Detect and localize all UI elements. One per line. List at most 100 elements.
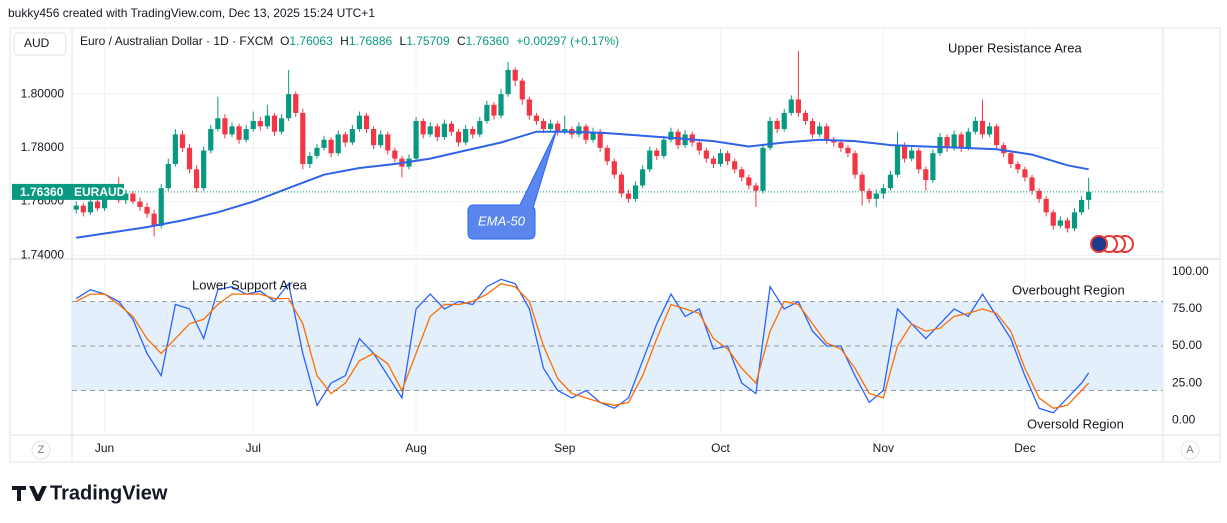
candle-body bbox=[632, 185, 639, 199]
candle-body bbox=[286, 94, 292, 119]
currency-button[interactable] bbox=[13, 32, 67, 56]
candle-body bbox=[845, 147, 851, 154]
brand-name: TradingView bbox=[50, 482, 168, 504]
candle-body bbox=[661, 139, 667, 156]
candle-body bbox=[186, 147, 193, 170]
x-tick-label: Dec bbox=[1014, 441, 1035, 455]
annotation: Oversold Region bbox=[1027, 416, 1124, 431]
candle-body bbox=[923, 169, 929, 181]
candle-body bbox=[739, 169, 745, 178]
candle-body bbox=[1043, 198, 1049, 213]
candle-body bbox=[887, 174, 894, 189]
candle-body bbox=[916, 150, 922, 170]
candle-body bbox=[972, 120, 978, 132]
candle-body bbox=[328, 139, 334, 154]
candle-body bbox=[321, 139, 327, 148]
x-tick-label: Aug bbox=[405, 441, 426, 455]
y-tick-label: 1.74000 bbox=[21, 247, 65, 261]
y-tick-label: 100.00 bbox=[1172, 264, 1209, 278]
candle-body bbox=[1001, 145, 1007, 154]
candle-body bbox=[654, 150, 660, 156]
candle-body bbox=[540, 120, 547, 130]
candle-body bbox=[533, 115, 540, 121]
button-label[interactable]: A bbox=[1186, 444, 1194, 456]
currency-label[interactable]: AUD bbox=[24, 36, 50, 50]
candle-body bbox=[505, 69, 511, 95]
ohlc-key: L bbox=[399, 34, 407, 48]
y-tick-label: 50.00 bbox=[1172, 338, 1202, 352]
candle-body bbox=[300, 112, 306, 164]
x-tick-label: Oct bbox=[711, 441, 730, 455]
candle-body bbox=[1036, 190, 1042, 199]
indicator-line bbox=[75, 283, 1090, 409]
candle-body bbox=[137, 201, 143, 207]
candle-body bbox=[413, 120, 419, 159]
candle-body bbox=[965, 131, 971, 148]
candle-body bbox=[873, 193, 879, 199]
auto-scale-button[interactable] bbox=[1180, 440, 1200, 460]
x-tick-label: Jun bbox=[95, 441, 114, 455]
candle-body bbox=[1071, 212, 1078, 229]
candle-body bbox=[944, 137, 950, 148]
candle-body bbox=[123, 193, 129, 201]
candle-body bbox=[484, 104, 490, 121]
candle-body bbox=[689, 134, 695, 143]
candle-body bbox=[158, 188, 164, 226]
candle-body bbox=[491, 104, 497, 116]
candle-body bbox=[80, 205, 86, 213]
change: +0.00297 (+0.17%) bbox=[516, 34, 620, 48]
candle-body bbox=[647, 150, 653, 170]
candle-body bbox=[852, 153, 858, 175]
ema-callout bbox=[467, 128, 558, 240]
timezone-button[interactable] bbox=[31, 440, 51, 460]
ohlc-value: 1.76360 bbox=[465, 34, 510, 48]
candle-body bbox=[866, 190, 872, 199]
candle-body bbox=[597, 131, 603, 148]
candle-body bbox=[441, 123, 447, 138]
candle-body bbox=[371, 129, 377, 146]
candle-body bbox=[880, 188, 886, 194]
candle-body bbox=[455, 131, 462, 143]
candle-body bbox=[753, 185, 759, 191]
candle-body bbox=[250, 120, 256, 130]
ohlc-value: 1.75709 bbox=[406, 34, 450, 48]
candle-body bbox=[937, 137, 943, 154]
legend: Euro / Australian Dollar · 1D · FXCM O1.… bbox=[80, 34, 623, 48]
icon[interactable] bbox=[1090, 235, 1108, 253]
candle-body bbox=[512, 69, 518, 81]
candle-body bbox=[144, 206, 150, 214]
candle-body bbox=[767, 120, 773, 148]
last-price-box bbox=[12, 183, 124, 200]
y-tick-label: 0.00 bbox=[1172, 412, 1196, 426]
candle-body bbox=[838, 142, 844, 148]
candle-body bbox=[909, 150, 915, 159]
candle-body bbox=[208, 129, 214, 151]
candle-body bbox=[1086, 191, 1092, 200]
candle-body bbox=[894, 145, 901, 175]
candle-body bbox=[809, 120, 816, 135]
candle-body bbox=[498, 94, 504, 116]
candle-body bbox=[802, 112, 809, 121]
candle-body bbox=[463, 129, 469, 143]
y-tick-label: 1.78000 bbox=[21, 140, 65, 154]
candle-body bbox=[958, 134, 964, 148]
candle-body bbox=[859, 174, 865, 191]
candle-body bbox=[526, 99, 532, 116]
button-label[interactable]: Z bbox=[38, 444, 45, 456]
candle-body bbox=[817, 126, 823, 135]
ohlc-key: H bbox=[340, 34, 349, 48]
ohlc-key: C bbox=[456, 34, 466, 48]
candle-body bbox=[732, 161, 738, 170]
candle-body bbox=[994, 126, 1000, 146]
candle-body bbox=[236, 126, 242, 140]
candle-body bbox=[1015, 163, 1021, 170]
candle-body bbox=[760, 147, 766, 191]
candle-body bbox=[640, 169, 646, 186]
candle-body bbox=[335, 134, 341, 154]
candle-body bbox=[363, 115, 370, 130]
candle-body bbox=[264, 115, 271, 127]
candle-body bbox=[293, 94, 299, 113]
candle-body bbox=[788, 99, 794, 113]
candle-body bbox=[1008, 153, 1014, 164]
candle-body bbox=[201, 150, 207, 189]
